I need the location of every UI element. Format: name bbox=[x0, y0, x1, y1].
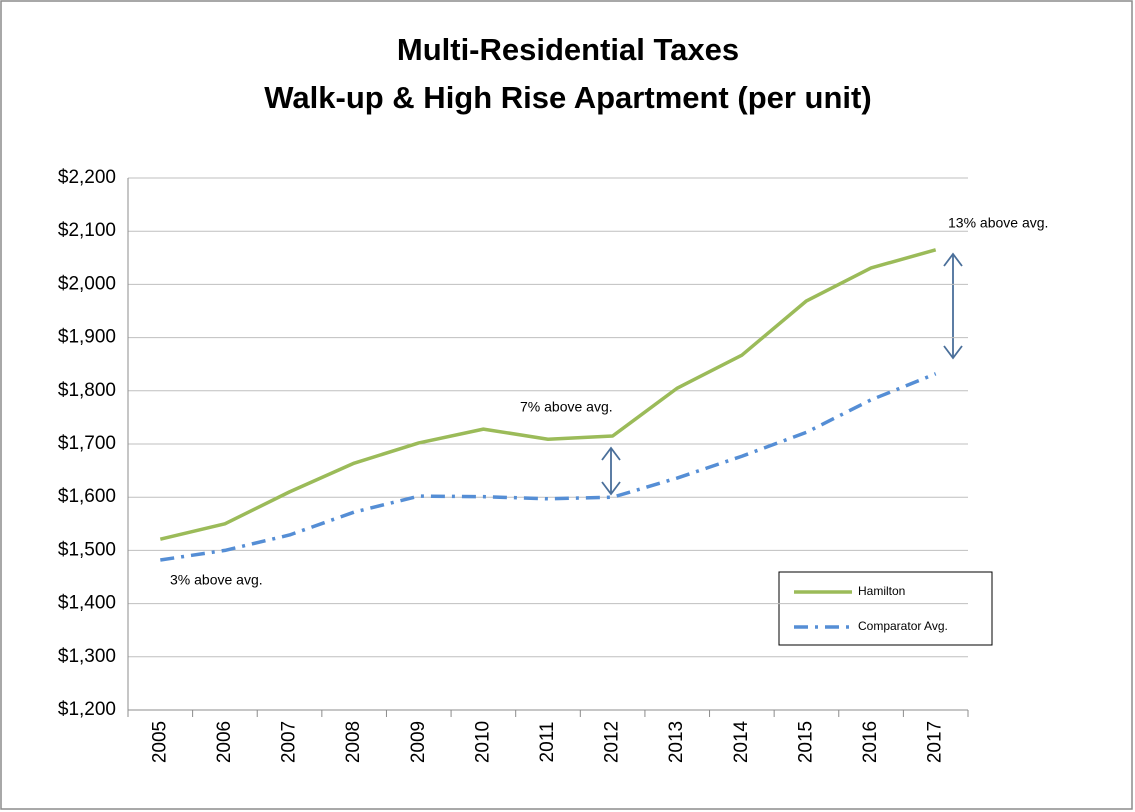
x-tick-label: 2011 bbox=[537, 722, 558, 763]
series-line bbox=[160, 372, 937, 562]
annotation: 7% above avg. bbox=[520, 399, 613, 415]
annotation: 13% above avg. bbox=[948, 215, 1048, 231]
x-tick-label: 2010 bbox=[472, 721, 493, 763]
y-tick-label: $1,500 bbox=[58, 539, 116, 560]
x-tick-label: 2012 bbox=[602, 721, 623, 763]
y-tick-label: $1,900 bbox=[58, 327, 116, 348]
y-tick-label: $1,800 bbox=[58, 380, 116, 401]
x-tick-label: 2013 bbox=[666, 721, 687, 763]
x-tick-label: 2016 bbox=[860, 721, 881, 763]
y-tick-label: $1,200 bbox=[58, 699, 116, 720]
y-tick-label: $1,700 bbox=[58, 433, 116, 454]
x-tick-label: 2017 bbox=[925, 721, 946, 763]
y-tick-label: $1,600 bbox=[58, 486, 116, 507]
x-tick-label: 2015 bbox=[795, 721, 816, 763]
y-tick-label: $2,100 bbox=[58, 220, 116, 241]
chart-subtitle: Walk-up & High Rise Apartment (per unit) bbox=[264, 80, 871, 115]
chart-title: Multi-Residential Taxes bbox=[397, 32, 739, 67]
legend-box bbox=[778, 571, 993, 646]
annotation-arrows bbox=[601, 252, 963, 496]
legend-label: Hamilton bbox=[858, 584, 905, 598]
y-tick-label: $2,000 bbox=[58, 273, 116, 294]
x-tick-label: 2005 bbox=[149, 721, 170, 763]
x-tick-label: 2006 bbox=[214, 721, 235, 763]
x-tick-label: 2014 bbox=[731, 720, 752, 763]
y-tick-label: $1,400 bbox=[58, 593, 116, 614]
y-tick-label: $1,300 bbox=[58, 646, 116, 667]
x-tick-label: 2007 bbox=[279, 721, 300, 763]
x-tick-label: 2008 bbox=[343, 721, 364, 763]
series-line bbox=[159, 248, 937, 541]
annotation: 3% above avg. bbox=[170, 572, 263, 588]
y-tick-label: $2,200 bbox=[58, 167, 116, 188]
legend-label: Comparator Avg. bbox=[858, 619, 948, 633]
x-tick-label: 2009 bbox=[408, 721, 429, 763]
